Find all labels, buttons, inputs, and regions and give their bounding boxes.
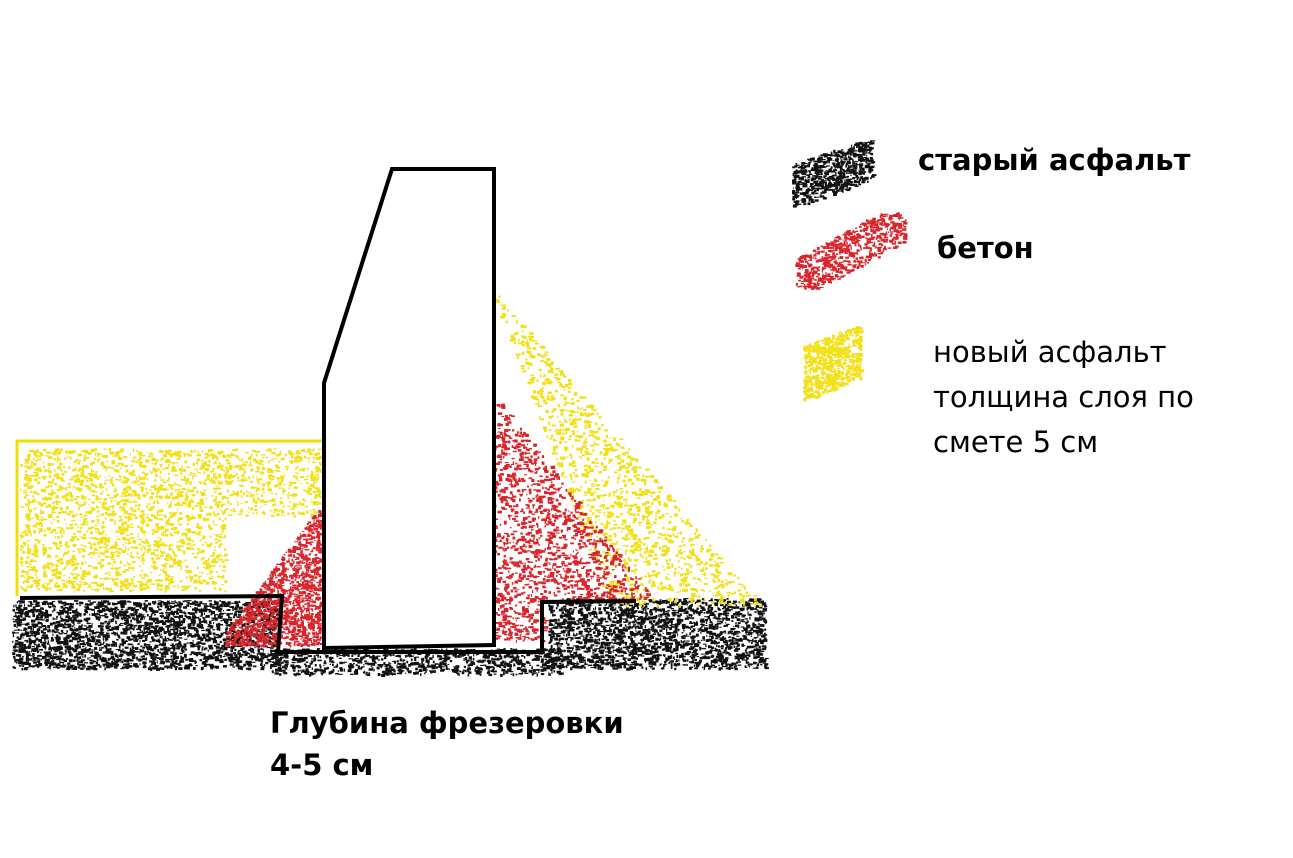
legend-label-new-asphalt-line2: толщина слоя по: [933, 375, 1194, 420]
milling-depth-annotation: Глубина фрезеровки 4-5 см: [270, 702, 624, 786]
legend-swatch-new-asphalt: [803, 326, 864, 401]
legend-label-new-asphalt-line1: новый асфальт: [933, 330, 1194, 375]
legend-swatch-old-asphalt: [792, 140, 876, 207]
milling-depth-line2: 4-5 см: [270, 744, 624, 786]
legend-label-new-asphalt: новый асфальт толщина слоя по смете 5 см: [933, 330, 1194, 465]
legend-swatch-concrete: [795, 212, 907, 290]
legend-label-new-asphalt-line3: смете 5 см: [933, 420, 1194, 465]
curb-stone: [324, 169, 494, 648]
milling-depth-line1: Глубина фрезеровки: [270, 702, 624, 744]
legend-label-concrete: бетон: [937, 226, 1034, 271]
old-asphalt-right: [540, 598, 769, 671]
legend-label-old-asphalt: старый асфальт: [918, 138, 1190, 183]
new-asphalt-layer-outline: [17, 441, 325, 596]
